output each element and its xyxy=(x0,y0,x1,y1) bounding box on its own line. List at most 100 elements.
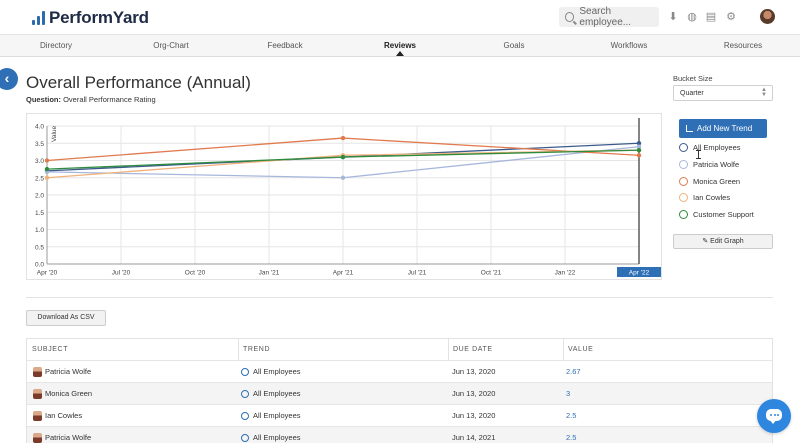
legend-ring-icon xyxy=(679,177,688,186)
download-csv-button[interactable]: Download As CSV xyxy=(26,310,106,326)
due-date: Jun 13, 2020 xyxy=(452,411,496,420)
y-axis-title: Value xyxy=(51,125,58,142)
table-row[interactable]: Monica Green All Employees Jun 13, 2020 … xyxy=(27,382,772,404)
subject-name[interactable]: Patricia Wolfe xyxy=(45,433,92,442)
subject-name[interactable]: Monica Green xyxy=(45,389,93,398)
table-row[interactable]: Ian Cowles All Employees Jun 13, 2020 2.… xyxy=(27,404,772,426)
due-date: Jun 14, 2021 xyxy=(452,433,496,442)
text-cursor-icon xyxy=(696,150,701,159)
edit-graph-button[interactable]: ✎ Edit Graph xyxy=(673,234,773,249)
nav-reviews[interactable]: Reviews xyxy=(383,41,417,50)
y-tick-label: 0.5 xyxy=(35,244,44,251)
series-point xyxy=(44,175,50,180)
x-tick-label: Apr '20 xyxy=(37,270,58,277)
nav-goals[interactable]: Goals xyxy=(503,41,525,50)
legend-item-all-employees[interactable]: All Employees xyxy=(679,143,741,152)
inbox-icon[interactable]: ▤ xyxy=(705,11,717,23)
chat-support-button[interactable] xyxy=(757,399,791,433)
value-link[interactable]: 3 xyxy=(566,389,571,398)
column-header-subject[interactable]: SUBJECT xyxy=(32,346,69,353)
add-new-trend-button[interactable]: Add New Trend xyxy=(679,119,767,138)
question-value: Overall Performance Rating xyxy=(63,95,156,104)
legend-ring-icon xyxy=(679,143,688,152)
legend-item-ian-cowles[interactable]: Ian Cowles xyxy=(679,193,730,202)
legend-item-monica-green[interactable]: Monica Green xyxy=(679,177,740,186)
user-avatar[interactable] xyxy=(760,9,775,24)
table-row[interactable]: Patricia Wolfe All Employees Jun 14, 202… xyxy=(27,426,772,443)
nav-directory[interactable]: Directory xyxy=(39,41,73,50)
y-tick-label: 2.5 xyxy=(35,175,44,182)
section-divider xyxy=(26,297,773,298)
x-tick-label: Jan '21 xyxy=(259,270,280,277)
series-point xyxy=(44,158,50,163)
due-date: Jun 13, 2020 xyxy=(452,367,496,376)
nav-workflows[interactable]: Workflows xyxy=(610,41,648,50)
legend-ring-icon xyxy=(679,193,688,202)
y-tick-label: 3.0 xyxy=(35,158,44,165)
trend-name: All Employees xyxy=(253,411,301,420)
trend-name: All Employees xyxy=(253,433,301,442)
trend-ring-icon xyxy=(241,434,249,442)
y-tick-label: 3.5 xyxy=(35,141,44,148)
column-divider xyxy=(563,339,564,360)
series-point xyxy=(636,153,642,158)
top-header: PerformYard Search employee... ⬇ ◍ ▤ ⚙ xyxy=(0,0,800,35)
value-link[interactable]: 2.5 xyxy=(566,411,577,420)
nav-org-chart[interactable]: Org-Chart xyxy=(153,41,189,50)
y-tick-label: 0.0 xyxy=(35,262,44,269)
results-table: SUBJECT TREND DUE DATE VALUE Patricia Wo… xyxy=(26,338,773,443)
trend-name: All Employees xyxy=(253,389,301,398)
download-icon[interactable]: ⬇ xyxy=(668,11,678,23)
y-tick-label: 1.5 xyxy=(35,210,44,217)
back-button[interactable]: ‹ xyxy=(0,68,18,90)
question-label: Question: xyxy=(26,95,61,104)
question-line: Question: Overall Performance Rating xyxy=(26,95,156,104)
legend-ring-icon xyxy=(679,210,688,219)
series-point xyxy=(636,147,642,153)
series-point xyxy=(636,144,642,149)
subject-name[interactable]: Ian Cowles xyxy=(45,411,83,420)
employee-search[interactable]: Search employee... xyxy=(559,6,659,28)
chat-bubble-icon xyxy=(770,414,779,416)
column-divider xyxy=(238,339,239,360)
settings-icon[interactable]: ⚙ xyxy=(726,11,736,23)
column-header-value[interactable]: VALUE xyxy=(568,346,594,353)
x-tick-label: Apr '22 xyxy=(629,270,650,277)
globe-icon[interactable]: ◍ xyxy=(687,11,697,23)
x-tick-label: Jul '20 xyxy=(112,270,131,277)
series-point xyxy=(340,175,346,180)
bucket-size-label: Bucket Size xyxy=(673,74,713,83)
add-new-trend-label: Add New Trend xyxy=(697,124,753,133)
table-row[interactable]: Patricia Wolfe All Employees Jun 13, 202… xyxy=(27,360,772,382)
column-header-due-date[interactable]: DUE DATE xyxy=(453,346,493,353)
trend-chart-svg: 0.0 0.5 1.0 1.5 2.0 2.5 3.0 3.5 4.0 Apr '20 Jul '2… xyxy=(35,118,661,277)
x-tick-label: Jul '21 xyxy=(408,270,427,277)
x-tick-label: Apr '21 xyxy=(333,270,354,277)
y-tick-label: 2.0 xyxy=(35,193,44,200)
trend-ring-icon xyxy=(241,412,249,420)
subject-avatar xyxy=(33,389,42,399)
trend-chart: 0.0 0.5 1.0 1.5 2.0 2.5 3.0 3.5 4.0 Apr '20 Jul '2… xyxy=(26,113,662,280)
nav-resources[interactable]: Resources xyxy=(723,41,763,50)
column-header-trend[interactable]: TREND xyxy=(243,346,271,353)
series-point xyxy=(636,141,642,146)
value-link[interactable]: 2.5 xyxy=(566,433,577,442)
logo-text: PerformYard xyxy=(49,8,149,27)
trend-ring-icon xyxy=(241,390,249,398)
subject-avatar xyxy=(33,433,42,443)
logo-bars-icon xyxy=(32,11,45,25)
bucket-size-value: Quarter xyxy=(680,90,704,97)
legend-item-customer-support[interactable]: Customer Support xyxy=(679,210,754,219)
legend-label: Patricia Wolfe xyxy=(693,160,740,169)
value-link[interactable]: 2.67 xyxy=(566,367,581,376)
bucket-size-select[interactable]: Quarter ▲ ▼ xyxy=(673,85,773,101)
performyard-logo[interactable]: PerformYard xyxy=(32,8,149,28)
legend-item-patricia-wolfe[interactable]: Patricia Wolfe xyxy=(679,160,739,169)
y-tick-label: 4.0 xyxy=(35,124,44,131)
legend-label: Monica Green xyxy=(693,177,741,186)
subject-name[interactable]: Patricia Wolfe xyxy=(45,367,92,376)
nav-feedback[interactable]: Feedback xyxy=(267,41,303,50)
series-point xyxy=(340,154,346,160)
trend-name: All Employees xyxy=(253,367,301,376)
x-tick-label: Oct '21 xyxy=(481,270,502,277)
